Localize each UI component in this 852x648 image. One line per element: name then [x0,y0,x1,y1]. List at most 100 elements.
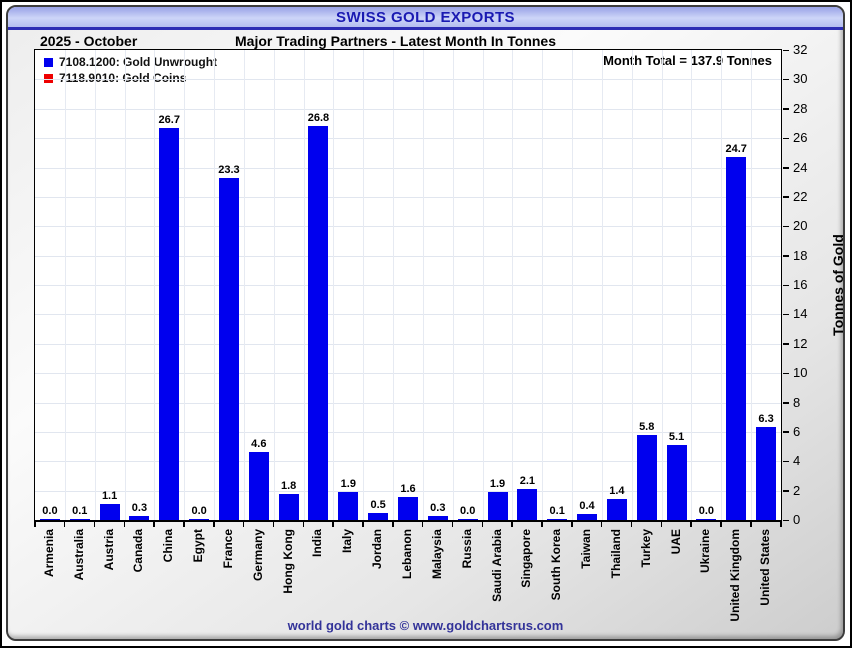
bar-thailand [606,499,627,520]
period-label: 2025 - October [40,33,138,49]
bar-value-label: 5.1 [668,431,685,444]
x-tick [34,522,36,527]
x-tick [362,522,364,527]
bar-italy [338,492,359,520]
gridline-vertical [512,50,514,520]
bar-value-label: 26.8 [307,112,330,125]
x-tick-label: Australia [71,529,86,581]
y-tick [783,255,789,257]
bar-value-label: 1.1 [101,489,118,502]
x-tick-label: Austria [101,529,116,571]
y-tick-label: 30 [793,71,808,87]
bar-value-label: 0.3 [430,501,446,514]
y-tick [783,519,789,521]
y-tick-label: 10 [793,365,808,381]
x-tick-label: Italy [340,529,355,554]
bar-egypt [189,519,210,520]
y-tick-label: 32 [793,42,808,57]
bar-value-label: 5.8 [639,420,655,433]
gridline-horizontal [35,461,781,463]
x-tick-label: Armenia [41,529,56,578]
gridline-horizontal [35,108,781,110]
y-tick-label: 4 [793,453,801,469]
x-tick-label: Egypt [191,529,206,563]
bar-value-label: 0.0 [191,505,207,517]
y-tick [783,372,789,375]
bar-value-label: 1.6 [400,482,416,495]
y-tick-label: 16 [793,277,808,292]
x-tick-label: Thailand [608,529,623,579]
x-tick [481,522,484,527]
bar-united-kingdom [726,157,747,520]
x-tick [302,522,305,527]
x-axis: Armenia Australia Austria Canada China Egypt F… [34,521,782,639]
x-tick [720,522,722,527]
x-tick-label: Saudi Arabia [489,529,504,602]
x-tick-label: Turkey [638,529,653,568]
x-tick [780,522,782,527]
chart-subtitle: Major Trading Partners - Latest Month In… [235,33,556,49]
legend-label: 7118.9010: Gold Coins [59,71,187,85]
gridline-vertical [303,50,305,520]
footer-credit: world gold charts © www.goldchartsrus.co… [287,618,564,633]
title-bar: SWISS GOLD EXPORTS [8,7,843,30]
x-tick [242,522,245,527]
x-tick-label: Hong Kong [280,529,295,594]
x-tick [213,522,215,527]
bar-value-label: 0.0 [698,505,715,517]
x-tick [392,522,394,527]
gridline-horizontal [35,343,781,345]
x-tick-label: South Korea [549,529,564,601]
bar-jordan [368,512,389,520]
x-tick [660,522,663,527]
y-tick-label: 24 [793,159,808,175]
x-tick [272,522,275,527]
gridline-vertical [751,50,753,520]
gridline-vertical [124,50,126,520]
bar-value-label: 0.0 [460,505,476,517]
gridline-horizontal [35,138,781,140]
x-tick-label: France [220,529,235,569]
bar-canada [129,515,150,520]
gridline-vertical [691,50,693,520]
y-tick-label: 22 [793,188,808,204]
x-tick [750,522,752,527]
bar-taiwan [577,514,598,520]
gridline-horizontal [35,373,781,375]
bar-hong-kong [278,493,299,520]
bar-australia [69,518,90,520]
x-tick [600,522,603,527]
y-tick [783,460,789,463]
bar-value-label: 26.7 [158,113,180,126]
y-tick [783,108,789,110]
gridline-vertical [363,50,365,520]
y-tick [783,343,789,345]
bar-south-korea [547,518,568,520]
gridline-horizontal [35,167,781,169]
y-tick-label: 2 [793,482,801,498]
y-tick [783,402,789,404]
x-tick-label: China [161,529,176,563]
bar-armenia [39,519,60,520]
gridline-horizontal [35,196,781,198]
y-tick [783,196,789,198]
gridline-vertical [721,50,723,520]
bar-china [159,127,180,520]
x-tick [541,522,543,527]
gridline-horizontal [35,490,781,492]
chart-panel: SWISS GOLD EXPORTS 2025 - October Major … [6,5,845,641]
legend: 7108.1200: Gold Unwrought 7118.9010: Gol… [44,54,217,86]
legend-swatch-blue-icon [44,57,53,67]
bar-value-label: 24.7 [725,143,747,156]
gridline-vertical [273,50,275,520]
x-tick-label: United States [758,529,773,606]
gridline-horizontal [35,79,781,81]
bar-india [308,126,329,520]
bar-value-label: 0.5 [370,498,386,511]
gridline-vertical [572,50,574,520]
gridline-horizontal [35,255,781,257]
x-tick [511,522,513,527]
x-tick-label: Canada [131,529,146,573]
x-tick-label: Jordan [370,529,385,570]
